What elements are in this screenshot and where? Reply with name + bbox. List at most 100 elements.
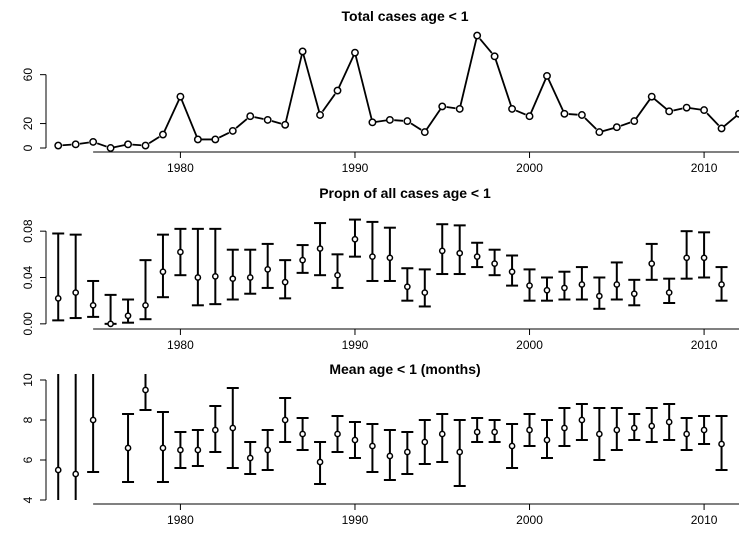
data-point <box>316 458 324 466</box>
data-point <box>229 424 237 432</box>
data-point <box>683 254 690 262</box>
x-tick-label: 2010 <box>691 513 718 527</box>
panel2-title: Propn of all cases age < 1 <box>319 185 491 201</box>
series-line-segment <box>424 105 443 133</box>
data-point <box>211 426 219 434</box>
series-line-segment <box>620 121 631 127</box>
data-point <box>141 141 150 150</box>
data-point <box>543 436 551 444</box>
x-tick-label: 1990 <box>342 338 369 352</box>
data-point <box>316 111 325 119</box>
data-point <box>718 440 725 448</box>
x-tick-label: 2010 <box>691 338 718 352</box>
series-line-segment <box>479 38 493 54</box>
data-point <box>682 103 691 112</box>
data-point <box>72 470 80 478</box>
panel-total-cases: 0 20 60 1980 1990 2000 2010 <box>21 31 739 175</box>
y-tick-label: 20 <box>21 117 35 131</box>
data-point <box>596 292 603 300</box>
x-tick-label: 2010 <box>691 161 718 175</box>
series-line-segment <box>446 106 456 110</box>
y-tick-label: 0.08 <box>21 219 35 243</box>
data-point <box>473 253 481 261</box>
panel-proportion: 0.00 0.04 0.08 1980 1990 2000 2010 <box>21 218 739 352</box>
series-line-segment <box>301 51 321 116</box>
series-line-segment <box>96 142 107 148</box>
series-line-segment <box>336 52 356 91</box>
data-point <box>560 109 569 118</box>
data-point <box>159 268 167 276</box>
data-point <box>421 289 429 296</box>
data-point <box>211 135 220 144</box>
data-point <box>665 418 673 426</box>
data-point <box>665 289 673 296</box>
data-point <box>89 137 98 146</box>
series-line-segment <box>394 119 404 122</box>
series-line-segment <box>162 96 182 135</box>
panel-mean-age: 4 6 8 10 1980 1990 2000 2010 <box>21 373 739 527</box>
data-point <box>316 245 324 252</box>
series-line-segment <box>458 35 479 110</box>
data-point <box>194 446 202 454</box>
data-point <box>577 111 586 119</box>
data-point <box>630 290 638 298</box>
data-point <box>717 124 726 133</box>
data-point <box>647 92 656 101</box>
data-point <box>334 430 341 438</box>
data-point <box>630 424 638 432</box>
data-point <box>246 454 254 462</box>
x-tick-label: 1990 <box>342 161 369 175</box>
y-tick-label: 0 <box>21 144 35 151</box>
data-point <box>578 281 586 288</box>
data-point <box>177 248 184 256</box>
data-point <box>630 117 639 126</box>
x-tick-label: 1980 <box>167 338 194 352</box>
data-point <box>351 48 359 57</box>
data-point <box>491 260 498 267</box>
data-point <box>176 92 185 101</box>
data-point <box>281 278 289 286</box>
data-point <box>456 448 464 456</box>
data-point <box>386 254 394 262</box>
x-tick-label: 1980 <box>167 161 194 175</box>
data-point <box>298 47 307 56</box>
x-tick-label: 1980 <box>167 513 194 527</box>
x-tick-label: 2000 <box>516 161 543 175</box>
data-point <box>89 301 97 309</box>
data-point <box>54 295 62 302</box>
data-point <box>683 430 690 438</box>
y-tick-label: 0.04 <box>21 266 35 290</box>
data-point <box>369 253 376 261</box>
data-point <box>456 249 464 257</box>
data-point <box>561 284 568 292</box>
series-line-segment <box>568 113 578 116</box>
data-point <box>124 444 132 452</box>
data-point <box>526 426 533 434</box>
data-point <box>648 260 656 267</box>
x-tick-label: 2000 <box>516 513 543 527</box>
panel1-title: Total cases age < 1 <box>342 8 469 24</box>
series-line-segment <box>179 96 199 140</box>
data-point <box>438 247 446 255</box>
data-point <box>333 86 342 95</box>
data-point <box>473 31 482 40</box>
x-tick-label: 1990 <box>342 513 369 527</box>
data-point <box>595 128 604 137</box>
data-point <box>473 428 481 436</box>
data-point <box>159 444 167 452</box>
data-point <box>403 283 411 291</box>
series-line-segment <box>148 136 160 145</box>
data-point <box>455 104 464 113</box>
series-line-segment <box>132 143 142 147</box>
data-point <box>648 422 656 430</box>
data-point <box>299 256 306 264</box>
series-line-segment <box>218 131 230 139</box>
data-point <box>700 254 708 262</box>
data-point <box>525 112 534 121</box>
series-line-segment <box>271 120 282 125</box>
data-point <box>718 281 725 288</box>
data-point <box>369 442 376 450</box>
data-point <box>299 430 306 438</box>
data-point <box>229 275 237 283</box>
data-point <box>490 52 499 61</box>
